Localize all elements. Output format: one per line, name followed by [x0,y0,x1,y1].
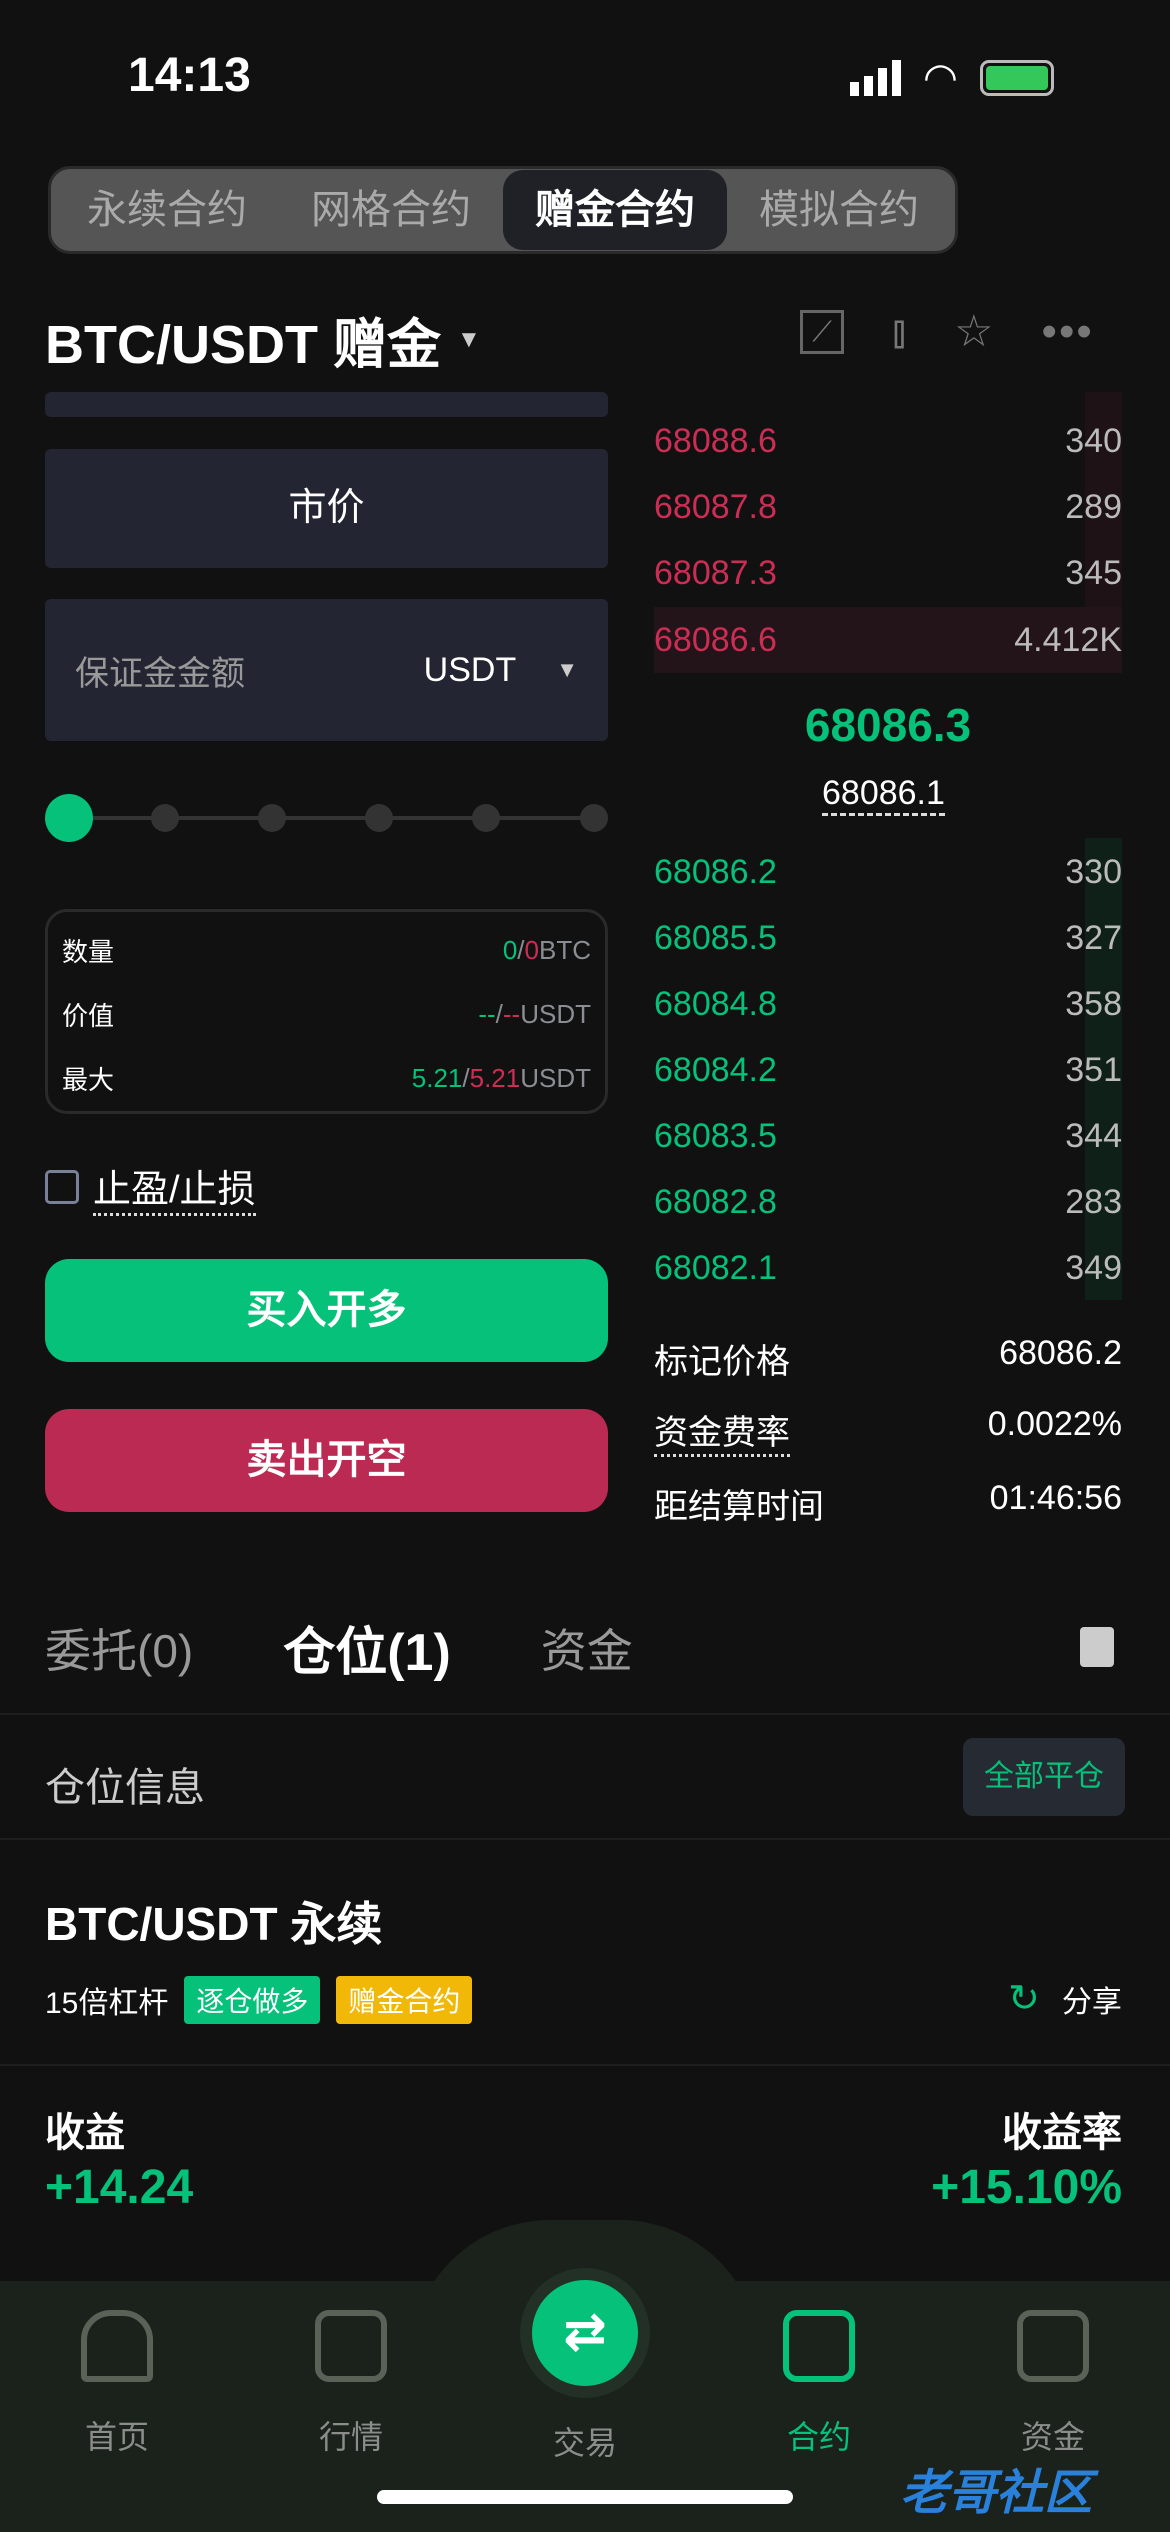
ask-row[interactable]: 68086.6 4.412K [654,620,1122,659]
leverage-slider[interactable] [45,790,608,846]
trade-button[interactable]: ⇄ [520,2268,650,2398]
tpsl-checkbox[interactable]: 止盈/止损 [45,1158,256,1216]
settlement-time-row: 距结算时间 01:46:56 [654,1479,1122,1526]
more-icon[interactable]: ••• [1041,306,1094,356]
bid-row[interactable]: 68084.8 358 [654,984,1122,1023]
pair-selector[interactable]: BTC/USDT 赠金 ▼ [45,300,481,379]
bid-row[interactable]: 68084.2 351 [654,1050,1122,1089]
info-row-max: 最大 5.21/5.21USDT [62,1062,591,1095]
roe-value: +15.10% [931,2161,1122,2214]
mark-price-row: 标记价格 68086.2 [654,1334,1122,1381]
nav-assets[interactable]: 资金 [978,2310,1128,2458]
tab-orders[interactable]: 委托(0) [45,1624,194,1677]
ask-row[interactable]: 68088.6 340 [654,421,1122,460]
star-icon[interactable]: ☆ [954,307,994,356]
segment-perpetual[interactable]: 永续合约 [87,188,247,232]
caret-down-icon: ▼ [456,325,481,353]
battery-icon [979,60,1054,96]
contract-type-segment: 永续合约 网格合约 赠金合约 模拟合约 [48,166,958,254]
contract-icon [783,2310,855,2382]
funding-rate-row[interactable]: 资金费率 0.0022% [654,1405,1122,1457]
leverage-label: 15倍杠杆 [45,1987,169,2020]
home-indicator [377,2490,793,2504]
tab-positions[interactable]: 仓位(1) [283,1624,451,1682]
buy-long-button[interactable]: 买入开多 [45,1259,608,1362]
price-input-partial[interactable] [45,392,608,417]
watermark-logo: 老哥社区 [900,2467,1093,2520]
segment-grid[interactable]: 网格合约 [311,188,471,232]
margin-amount-input[interactable]: 保证金金额 USDT ▼ [45,599,608,741]
pnl-label: 收益 [45,2111,125,2155]
nav-contract[interactable]: 合约 [744,2310,894,2458]
market-icon [315,2310,387,2382]
bid-row[interactable]: 68085.5 327 [654,918,1122,957]
bottom-tabs: 委托(0) 仓位(1) 资金 [45,1610,633,1685]
segment-bonus[interactable]: 赠金合约 [503,170,727,250]
swap-icon: ⇄ [563,2303,607,2361]
status-icons: ◠ [850,55,1054,101]
nav-trade-label[interactable]: 交易 [552,2425,617,2461]
wifi-icon: ◠ [923,56,958,100]
roe-label: 收益率 [1002,2111,1122,2155]
chart-icon[interactable]: ⟋ [800,309,844,354]
margin-unit[interactable]: USDT [423,650,517,689]
bid-row[interactable]: 68082.8 283 [654,1182,1122,1221]
segment-demo[interactable]: 模拟合约 [759,188,919,232]
info-row-value: 价值 --/--USDT [62,998,591,1031]
share-button[interactable]: ↻ 分享 [1008,1978,1122,2020]
ask-row[interactable]: 68087.3 345 [654,553,1122,592]
position-info-title: 仓位信息 [45,1766,205,1810]
candlestick-icon[interactable]: ⫾ [892,306,907,356]
share-icon: ↻ [1008,1978,1040,2020]
index-price[interactable]: 68086.1 [822,774,945,816]
bonus-tag: 赠金合约 [336,1976,473,2024]
slider-handle[interactable] [45,794,93,842]
position-pair: BTC/USDT 永续 [45,1898,383,1950]
nav-market[interactable]: 行情 [276,2310,426,2458]
caret-down-icon: ▼ [556,657,578,682]
margin-label: 保证金金额 [75,654,245,693]
bid-row[interactable]: 68086.2 330 [654,852,1122,891]
nav-home[interactable]: 首页 [42,2310,192,2458]
tab-assets[interactable]: 资金 [540,1624,633,1677]
pair-title: BTC/USDT 赠金 [45,315,441,375]
sell-short-button[interactable]: 卖出开空 [45,1409,608,1512]
pnl-value: +14.24 [45,2161,194,2214]
order-info-panel: 数量 0/0BTC 价值 --/--USDT 最大 5.21/5.21USDT [45,909,608,1114]
isolated-long-tag: 逐仓做多 [184,1976,321,2024]
last-price: 68086.3 [804,699,972,751]
close-all-button[interactable]: 全部平仓 [963,1738,1125,1816]
position-tags: 15倍杠杆 逐仓做多 赠金合约 [45,1976,473,2024]
bid-row[interactable]: 68082.1 349 [654,1248,1122,1287]
signal-icon [850,60,901,96]
document-icon[interactable] [1080,1627,1114,1667]
home-icon [81,2310,153,2382]
info-row-quantity: 数量 0/0BTC [62,934,591,967]
bid-row[interactable]: 68083.5 344 [654,1116,1122,1155]
ask-row[interactable]: 68087.8 289 [654,487,1122,526]
status-time: 14:13 [128,49,251,102]
checkbox-icon[interactable] [45,1170,79,1204]
order-type-select[interactable]: 市价 [45,449,608,568]
wallet-icon [1017,2310,1089,2382]
